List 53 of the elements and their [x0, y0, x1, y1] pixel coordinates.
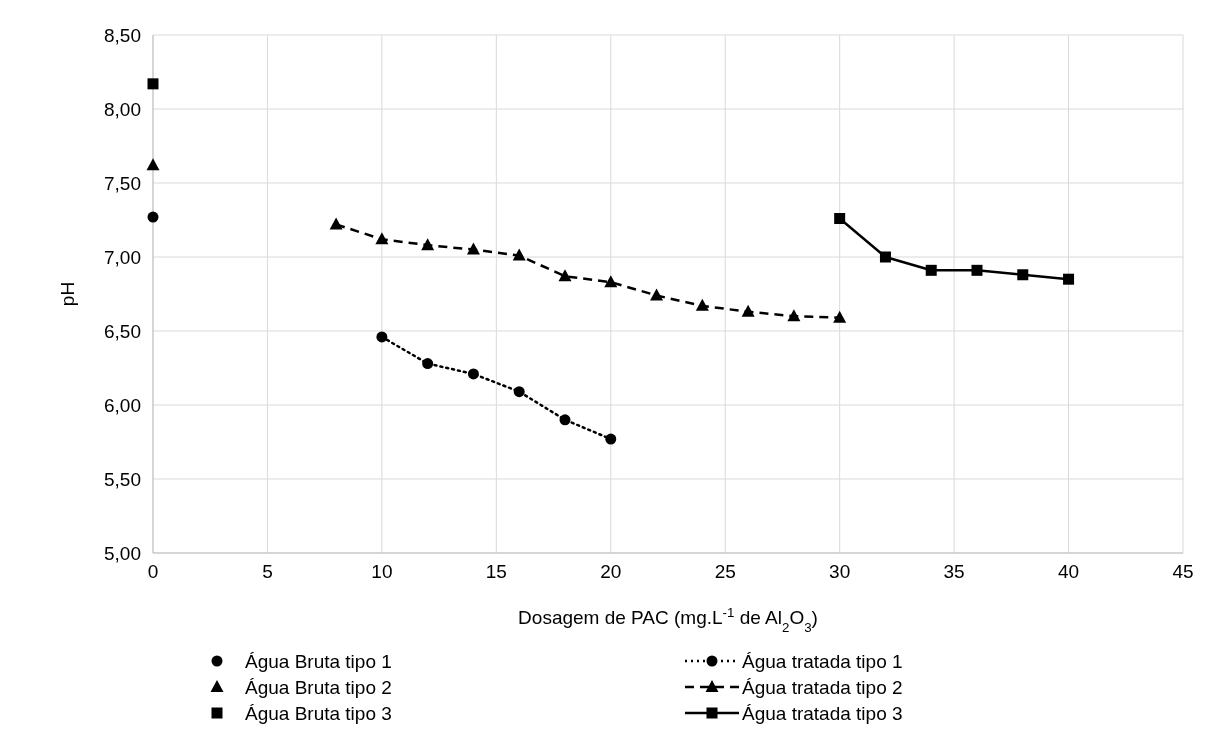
point [1063, 273, 1075, 285]
point [879, 251, 891, 263]
point [512, 248, 526, 261]
point [467, 368, 479, 380]
point [695, 298, 709, 311]
y-tick-label: 5,00 [104, 543, 141, 564]
legend-label: Água tratada tipo 1 [742, 651, 903, 672]
point [147, 78, 159, 90]
x-tick-label: 35 [943, 561, 965, 582]
y-tick-label: 5,50 [104, 469, 141, 490]
x-axis-title: Dosagem de PAC (mg.L$^{-1}$ de Al$_{2}$O$_{3}$) [518, 604, 818, 635]
point [833, 310, 847, 323]
x-tick-label: 45 [1172, 561, 1194, 582]
point [558, 269, 572, 282]
legend-label: Água Bruta tipo 1 [245, 651, 392, 672]
point [971, 264, 983, 276]
point [513, 386, 525, 398]
point [834, 213, 846, 225]
x-tick-label: 0 [147, 561, 159, 582]
x-tick-label: 15 [485, 561, 507, 582]
legend-label: Água Bruta tipo 3 [245, 703, 392, 724]
y-tick-label: 8,00 [104, 99, 141, 120]
y-axis-title: pH [57, 281, 78, 307]
y-tick-label: 6,00 [104, 395, 141, 416]
legend-label: Água tratada tipo 3 [742, 703, 903, 724]
legend-label: Água tratada tipo 2 [742, 677, 903, 698]
point [147, 211, 159, 223]
point [1017, 269, 1029, 281]
point [604, 275, 618, 288]
point [741, 304, 755, 317]
x-tick-label: 25 [714, 561, 736, 582]
point [787, 309, 801, 322]
y-tick-label: 7,00 [104, 247, 141, 268]
y-tick-label: 7,50 [104, 173, 141, 194]
point [421, 238, 435, 251]
point [146, 158, 160, 171]
point [650, 288, 664, 301]
x-tick-label: 30 [829, 561, 851, 582]
point [466, 242, 480, 255]
x-tick-label: 20 [600, 561, 622, 582]
x-tick-label: 10 [371, 561, 393, 582]
legend-label: Água Bruta tipo 2 [245, 677, 392, 698]
point [375, 232, 389, 245]
y-tick-label: 6,50 [104, 321, 141, 342]
point [925, 264, 937, 276]
x-tick-label: 40 [1057, 561, 1080, 582]
point [376, 331, 388, 343]
y-tick-label: 8,50 [104, 25, 141, 46]
point [605, 433, 617, 445]
point [559, 414, 571, 426]
point [422, 358, 434, 370]
point [329, 217, 343, 230]
x-tick-label: 5 [262, 561, 273, 582]
